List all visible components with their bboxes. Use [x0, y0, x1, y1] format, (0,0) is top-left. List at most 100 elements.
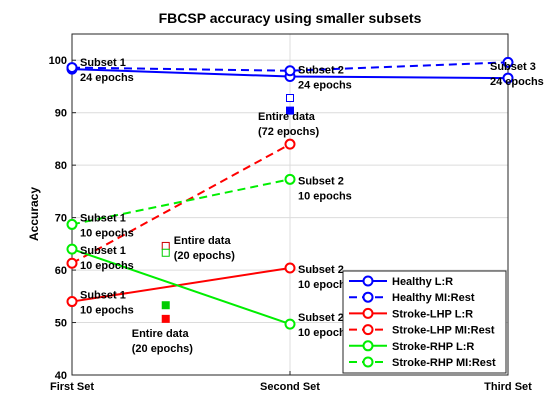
- annotation-label: Subset 1 24 epochs: [80, 57, 134, 84]
- annotation-label: Subset 2 10 epochs: [298, 175, 352, 202]
- annotation-line: Subset 1: [80, 290, 126, 302]
- legend-swatch-marker: [362, 340, 374, 352]
- legend-entry: Stroke-RHP MI:Rest: [349, 356, 496, 369]
- data-point: [284, 173, 296, 185]
- y-tick-label: 90: [55, 108, 67, 120]
- annotation-line: Subset 1: [80, 245, 126, 257]
- series-line: [71, 266, 291, 303]
- annotation-line: 10 epochs: [298, 190, 352, 202]
- axes: 40 50 60 70 80 90 100 First Set Second Set Third …: [49, 55, 533, 393]
- series-line: [71, 143, 291, 265]
- y-tick-label: 60: [55, 265, 67, 277]
- legend-label: Healthy MI:Rest: [392, 292, 475, 304]
- annotation-label: Subset 2 24 epochs: [298, 64, 352, 91]
- data-point: [502, 72, 514, 84]
- legend-label: Stroke-RHP MI:Rest: [392, 357, 496, 369]
- annotation-line: Subset 2: [298, 264, 344, 276]
- legend-label: Stroke-RHP L:R: [392, 341, 474, 353]
- data-point: [66, 296, 78, 308]
- series-layer: [66, 56, 514, 330]
- annotation-line: Subset 3: [490, 61, 536, 73]
- legend-entry: Healthy L:R: [349, 275, 453, 288]
- legend-label: Stroke-LHP L:R: [392, 308, 473, 320]
- y-tick-label: 100: [49, 55, 67, 67]
- y-tick-label: 70: [55, 213, 67, 225]
- square-marker: [161, 301, 170, 310]
- square-marker: [286, 106, 294, 115]
- annotation-label: Entire data (72 epochs): [258, 111, 319, 138]
- legend-label: Stroke-LHP MI:Rest: [392, 325, 495, 337]
- annotation-line: Subset 2: [298, 312, 344, 324]
- y-tick-label: 80: [55, 160, 67, 172]
- legend-entry: Stroke-LHP L:R: [349, 307, 473, 320]
- annotation-line: (20 epochs): [132, 343, 193, 355]
- data-point: [66, 62, 78, 74]
- annotation-line: (20 epochs): [174, 250, 235, 262]
- x-tick-label: First Set: [50, 381, 94, 393]
- y-tick-label: 50: [55, 318, 67, 330]
- annotation-label: Subset 1 10 epochs: [80, 290, 134, 317]
- legend-entry: Stroke-RHP L:R: [349, 340, 474, 353]
- annotation-label: Entire data (20 epochs): [132, 328, 193, 355]
- series-stroke-rhp-l-r: [66, 243, 296, 330]
- legend-entry: Healthy MI:Rest: [349, 291, 475, 304]
- data-point: [66, 243, 78, 255]
- annotation-line: 24 epochs: [490, 76, 544, 88]
- annotation-label: Subset 1 10 epochs: [80, 245, 134, 272]
- legend-box: [342, 270, 507, 374]
- legend-swatch-marker: [362, 291, 374, 303]
- data-point: [66, 218, 78, 230]
- legend-swatch-marker: [362, 307, 374, 319]
- series-stroke-rhp-mi-rest: [66, 173, 296, 230]
- series-healthy-mi-rest: [66, 56, 514, 77]
- annotation-line: Entire data: [174, 235, 232, 247]
- square-marker: [161, 241, 170, 250]
- annotation-line: (72 epochs): [258, 126, 319, 138]
- annotation-label: Subset 3 24 epochs: [490, 61, 544, 88]
- x-tick-label: Third Set: [484, 381, 532, 393]
- annotation-line: 10 epochs: [298, 279, 352, 291]
- standalone-markers: [161, 94, 294, 323]
- y-axis-label: Accuracy: [27, 187, 41, 241]
- annotation-line: Subset 2: [298, 175, 344, 187]
- annotation-line: Subset 2: [298, 64, 344, 76]
- annotation-line: 10 epochs: [298, 327, 352, 339]
- annotation-line: 24 epochs: [80, 72, 134, 84]
- data-point: [284, 318, 296, 330]
- annotation-line: Subset 1: [80, 212, 126, 224]
- annotation-label: Subset 2 10 epochs: [298, 312, 352, 339]
- annotation-line: 10 epochs: [80, 305, 134, 317]
- square-marker: [161, 248, 170, 257]
- annotation-label: Subset 1 10 epochs: [80, 212, 134, 239]
- y-tick-label: 40: [55, 370, 67, 382]
- data-point: [66, 257, 78, 269]
- legend-label: Healthy L:R: [392, 276, 453, 288]
- annotation-label: Entire data (20 epochs): [174, 235, 235, 262]
- legend-swatch-marker: [362, 324, 374, 336]
- square-marker: [161, 314, 170, 323]
- series-stroke-lhp-l-r: [66, 262, 296, 308]
- annotation-line: Entire data: [132, 328, 190, 340]
- legend-entry: Stroke-LHP MI:Rest: [349, 324, 495, 337]
- series-line: [71, 178, 291, 226]
- series-line: [71, 61, 509, 72]
- data-point: [284, 65, 296, 77]
- series-stroke-lhp-mi-rest: [66, 138, 296, 269]
- x-tick-label: Second Set: [260, 381, 320, 393]
- legend: Healthy L:R Healthy MI:Rest Stroke-LHP L:R…: [342, 270, 507, 374]
- annotation-line: Entire data: [258, 111, 316, 123]
- annotation-line: 10 epochs: [80, 260, 134, 272]
- annotation-line: 10 epochs: [80, 227, 134, 239]
- chart-title: FBCSP accuracy using smaller subsets: [159, 10, 422, 26]
- legend-swatch-marker: [362, 356, 374, 368]
- annotation-label: Subset 2 10 epochs: [298, 264, 352, 291]
- square-marker: [286, 94, 294, 103]
- annotation-line: 24 epochs: [298, 79, 352, 91]
- data-point: [502, 56, 514, 68]
- series-line: [71, 248, 291, 326]
- legend-swatch-marker: [362, 275, 374, 287]
- annotation-line: Subset 1: [80, 57, 126, 69]
- data-point: [284, 262, 296, 274]
